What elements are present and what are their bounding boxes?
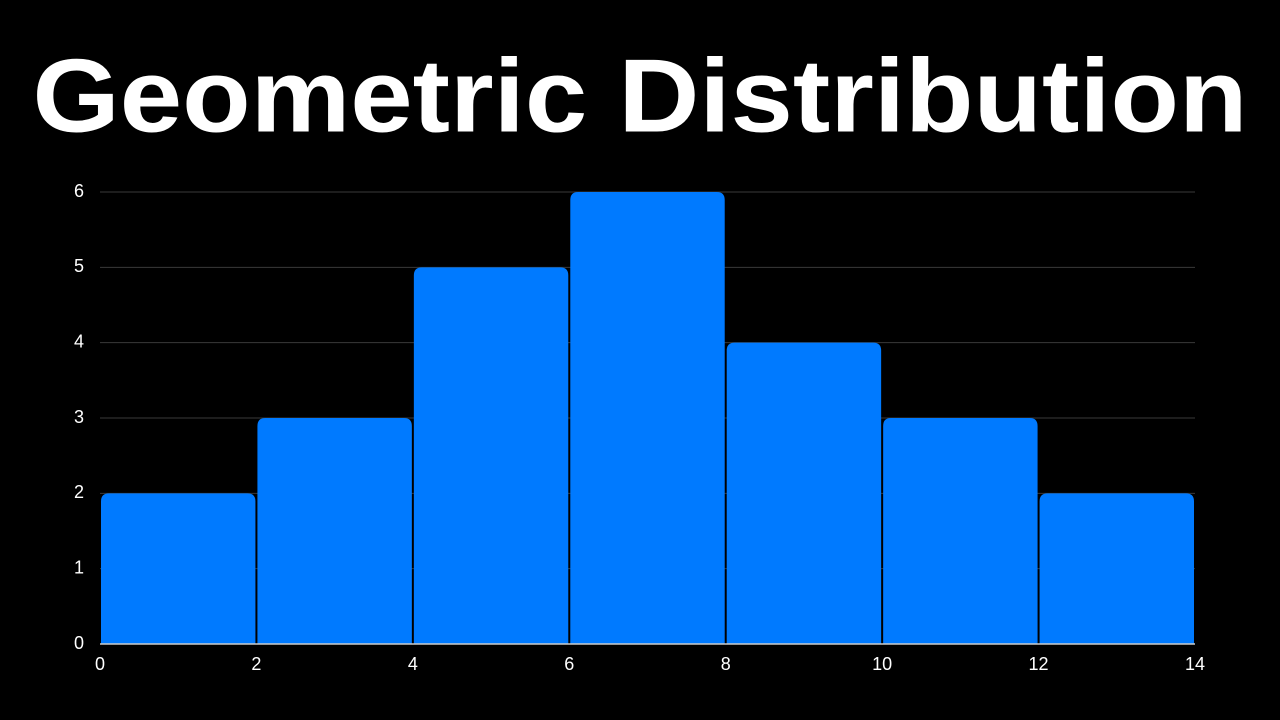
y-tick-label: 0 bbox=[74, 633, 84, 653]
x-tick-label: 10 bbox=[872, 654, 892, 674]
y-tick-label: 1 bbox=[74, 557, 84, 577]
x-tick-label: 0 bbox=[95, 654, 105, 674]
x-tick-label: 8 bbox=[721, 654, 731, 674]
bar bbox=[570, 192, 725, 644]
bar bbox=[883, 418, 1038, 644]
x-tick-label: 14 bbox=[1185, 654, 1205, 674]
y-tick-label: 5 bbox=[74, 256, 84, 276]
bar bbox=[1039, 493, 1194, 644]
x-tick-label: 2 bbox=[251, 654, 261, 674]
x-tick-label: 4 bbox=[408, 654, 418, 674]
y-tick-label: 4 bbox=[74, 331, 84, 351]
y-tick-label: 3 bbox=[74, 407, 84, 427]
bar bbox=[726, 342, 882, 644]
bar bbox=[101, 493, 256, 644]
y-tick-label: 6 bbox=[74, 181, 84, 201]
x-tick-label: 6 bbox=[564, 654, 574, 674]
bar bbox=[257, 418, 412, 644]
bar bbox=[413, 267, 569, 644]
chart-title: Geometric Distribution bbox=[33, 38, 1248, 154]
x-tick-label: 12 bbox=[1029, 654, 1049, 674]
y-tick-label: 2 bbox=[74, 482, 84, 502]
